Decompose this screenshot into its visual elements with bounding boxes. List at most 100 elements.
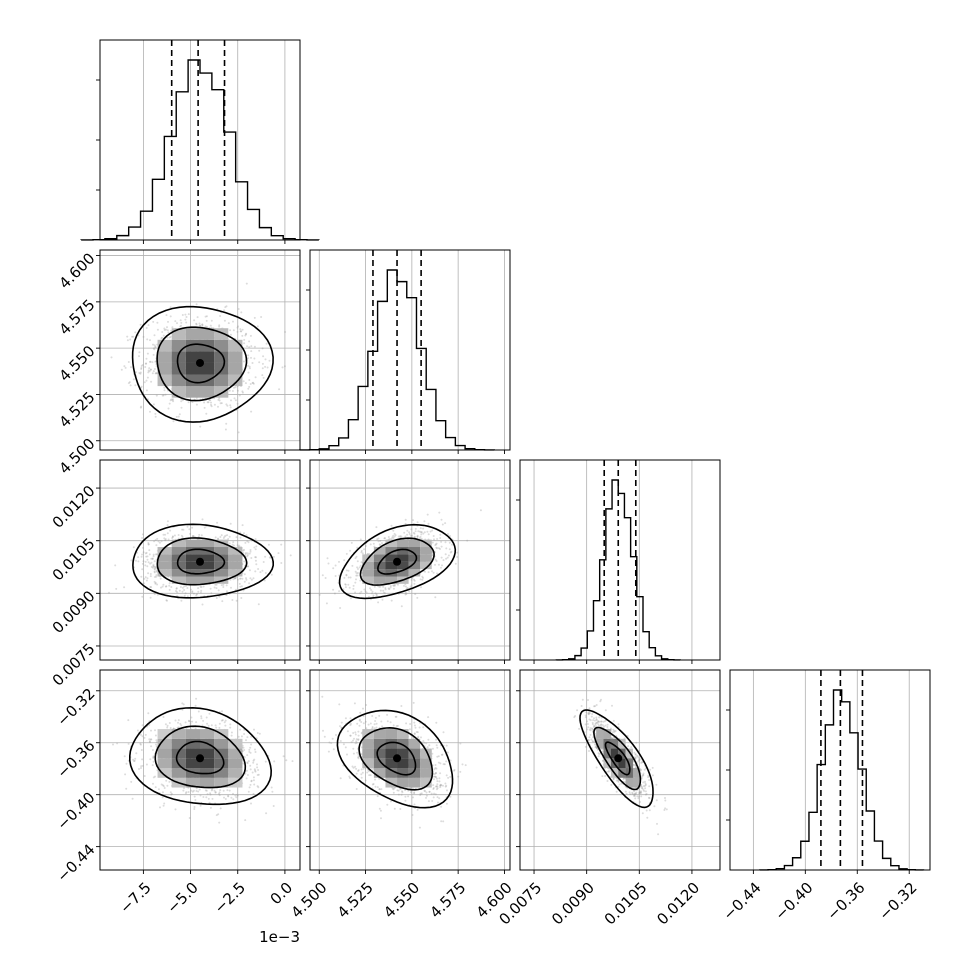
sample-point xyxy=(245,552,247,554)
sample-point xyxy=(364,779,367,782)
sample-point xyxy=(249,577,252,580)
sample-point xyxy=(248,367,251,370)
sample-point xyxy=(224,798,227,800)
sample-point xyxy=(359,711,362,714)
sample-point xyxy=(218,722,221,725)
sample-point xyxy=(220,584,223,587)
sample-point xyxy=(207,401,210,404)
sample-point xyxy=(262,561,265,563)
sample-point xyxy=(351,564,354,567)
density-cell xyxy=(185,386,200,398)
sample-point xyxy=(215,726,218,729)
sample-point xyxy=(237,735,240,738)
sample-point xyxy=(405,593,408,595)
sample-point xyxy=(229,329,232,332)
sample-point xyxy=(344,586,347,589)
sample-point xyxy=(403,584,405,587)
sample-point xyxy=(228,535,231,538)
sample-point xyxy=(153,568,156,571)
sample-point xyxy=(250,410,253,413)
sample-point xyxy=(400,535,403,538)
sample-point xyxy=(439,537,442,539)
sample-point xyxy=(439,533,442,536)
grid-lines xyxy=(142,40,286,240)
sample-point xyxy=(146,565,149,568)
sample-point xyxy=(413,732,416,735)
sample-point xyxy=(234,577,237,580)
sample-point xyxy=(166,336,169,339)
sample-point xyxy=(218,792,220,795)
sample-point xyxy=(153,334,156,337)
density-cell xyxy=(200,328,215,340)
sample-point xyxy=(432,571,435,574)
sample-point xyxy=(147,572,150,575)
panel-frame xyxy=(99,39,301,241)
sample-point xyxy=(252,382,255,385)
sample-point xyxy=(354,591,357,594)
sample-point xyxy=(154,775,156,778)
sample-point xyxy=(228,789,231,792)
sample-point xyxy=(251,382,254,384)
density-cell xyxy=(185,729,200,739)
sample-point xyxy=(204,315,207,318)
sample-point xyxy=(171,535,174,538)
sample-point xyxy=(231,543,234,546)
sample-point xyxy=(409,586,412,588)
sample-point xyxy=(264,365,267,368)
density-cell xyxy=(171,748,186,759)
sample-point xyxy=(144,362,147,365)
sample-point xyxy=(164,539,167,542)
sample-point xyxy=(217,398,220,401)
sample-point xyxy=(176,591,179,594)
sample-point xyxy=(180,534,183,537)
sample-point xyxy=(422,532,425,535)
sample-point xyxy=(225,594,228,597)
sample-point xyxy=(447,554,450,557)
sample-point xyxy=(334,564,337,567)
sample-point xyxy=(169,529,172,532)
sample-point xyxy=(420,537,423,540)
sample-point xyxy=(154,729,156,732)
sample-point xyxy=(177,415,180,418)
sample-point xyxy=(244,334,247,337)
sample-point xyxy=(180,599,183,602)
density-cell xyxy=(171,386,186,398)
sample-point xyxy=(390,524,393,527)
sample-point xyxy=(152,760,155,763)
sample-point xyxy=(140,575,143,578)
sample-point xyxy=(261,569,264,572)
sample-point xyxy=(327,562,330,565)
panel-frame xyxy=(309,249,511,451)
sample-point xyxy=(148,553,151,556)
sample-point xyxy=(127,361,130,363)
sample-point xyxy=(236,578,239,581)
sample-point xyxy=(218,397,221,400)
sample-point xyxy=(146,555,149,558)
sample-point xyxy=(440,518,443,521)
sample-point xyxy=(369,543,372,546)
sample-point xyxy=(255,545,258,548)
sample-point xyxy=(248,346,251,349)
sample-point xyxy=(248,582,251,585)
sample-point xyxy=(247,371,250,374)
sample-point xyxy=(144,733,147,736)
sample-point xyxy=(143,577,146,580)
sample-point xyxy=(205,315,208,318)
sample-point xyxy=(374,720,377,722)
sample-point xyxy=(249,746,252,749)
sample-point xyxy=(355,574,358,577)
sample-point xyxy=(195,403,198,406)
sample-point xyxy=(254,376,257,379)
sample-point xyxy=(456,556,459,558)
sample-point xyxy=(154,345,157,348)
sample-point xyxy=(149,410,151,413)
sample-point xyxy=(230,399,232,402)
sample-point xyxy=(390,599,393,602)
sample-point xyxy=(225,422,228,425)
sample-point xyxy=(363,588,366,591)
sample-point xyxy=(140,555,143,558)
sample-point xyxy=(234,794,237,797)
sample-point xyxy=(254,559,257,562)
sample-point xyxy=(146,376,149,379)
